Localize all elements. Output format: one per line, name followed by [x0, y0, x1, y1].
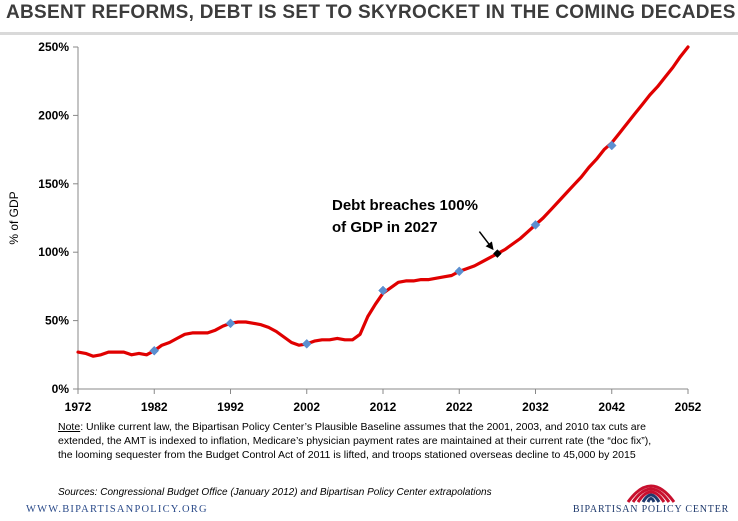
bpc-logo-text: BIPARTISAN POLICY CENTER — [572, 504, 730, 515]
axes: 0% 50% 100% 150% 200% 250% 1972 1982 1992 2002 201… — [7, 40, 702, 414]
note-label: Note — [58, 421, 81, 433]
x-tick-label: 2032 — [522, 400, 549, 414]
x-tick-label: 2012 — [370, 400, 397, 414]
x-tick-label: 1972 — [65, 400, 92, 414]
y-tick-label: 250% — [38, 40, 69, 54]
annotation-arrow — [478, 231, 494, 251]
website-link[interactable]: WWW.BIPARTISANPOLICY.ORG — [26, 504, 208, 515]
annotation-text-line: of GDP in 2027 — [332, 219, 438, 236]
x-tick-label: 2042 — [598, 400, 625, 414]
data-point-marker — [149, 345, 160, 356]
y-tick-label: 150% — [38, 177, 69, 191]
data-point-marker — [378, 285, 388, 296]
sources-line: Sources: Congressional Budget Office (Ja… — [58, 487, 492, 498]
bpc-logo: BIPARTISAN POLICY CENTER — [566, 462, 736, 518]
debt-line-chart: 0% 50% 100% 150% 200% 250% 1972 1982 1992 2002 201… — [7, 40, 702, 414]
chart-title: ABSENT REFORMS, DEBT IS SET TO SKYROCKET… — [6, 2, 736, 23]
x-tick-label: 2052 — [675, 400, 702, 414]
data-point-marker — [606, 140, 617, 151]
footnote: Note: Unlike current law, the Bipartisan… — [58, 420, 658, 462]
title-divider — [0, 32, 738, 35]
y-tick-label: 200% — [38, 108, 69, 122]
y-tick-label: 0% — [52, 382, 70, 396]
data-point-marker — [530, 219, 541, 230]
x-tick-label: 2002 — [293, 400, 320, 414]
data-point-marker — [454, 266, 465, 277]
annotation-text-line: Debt breaches 100% — [332, 197, 478, 214]
data-point-marker — [225, 318, 236, 329]
y-tick-label: 100% — [38, 245, 69, 259]
data-point-marker — [301, 339, 312, 349]
marker-layer — [149, 140, 617, 356]
y-axis-label: % of GDP — [7, 191, 21, 244]
x-tick-label: 1992 — [217, 400, 244, 414]
x-tick-label: 2022 — [446, 400, 473, 414]
note-text: : Unlike current law, the Bipartisan Pol… — [58, 421, 652, 461]
bpc-logo-arc-icon — [626, 484, 676, 503]
x-tick-label: 1982 — [141, 400, 168, 414]
y-tick-label: 50% — [45, 314, 69, 328]
highlight-point-2027 — [493, 249, 502, 258]
annotation-layer: Debt breaches 100% of GDP in 2027 — [332, 197, 494, 251]
